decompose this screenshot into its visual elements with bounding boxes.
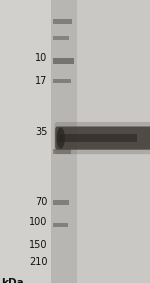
Bar [51, 0, 77, 283]
Bar [52, 78, 70, 83]
Text: 210: 210 [29, 257, 47, 267]
Text: 17: 17 [35, 76, 47, 86]
Bar [52, 200, 69, 205]
Text: 150: 150 [29, 240, 47, 250]
Bar [51, 0, 150, 283]
Bar [77, 0, 150, 283]
Bar [52, 223, 68, 227]
Bar [52, 149, 70, 154]
FancyBboxPatch shape [54, 122, 150, 154]
Bar [52, 36, 69, 40]
Text: 10: 10 [35, 53, 47, 63]
Text: 70: 70 [35, 197, 47, 207]
FancyBboxPatch shape [55, 127, 150, 150]
Bar [52, 58, 74, 64]
Ellipse shape [57, 127, 65, 149]
Text: 35: 35 [35, 127, 47, 137]
Text: 100: 100 [29, 217, 47, 227]
Text: kDa: kDa [2, 278, 24, 283]
Bar [58, 134, 137, 142]
Bar [52, 19, 72, 24]
